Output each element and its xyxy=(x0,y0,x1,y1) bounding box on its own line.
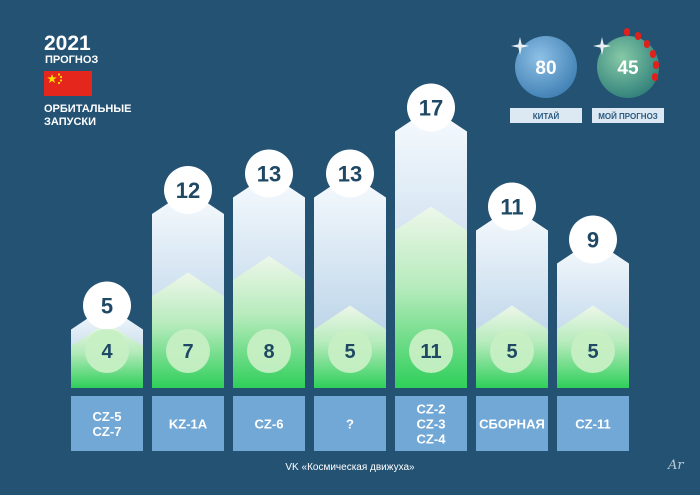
total-value-label: 11 xyxy=(500,195,523,220)
category-box xyxy=(557,396,629,451)
total-value-badge xyxy=(407,83,455,132)
category-label: ? xyxy=(346,417,354,432)
total-value-label: 5 xyxy=(101,294,113,319)
bar-group: 12 7 KZ-1A xyxy=(152,166,224,451)
bar-group: 9 5 CZ-11 xyxy=(557,215,629,451)
bar-group: 17 11 CZ-2CZ-3CZ-4 xyxy=(395,83,467,451)
forecast-value-badge xyxy=(247,329,291,373)
summary-label: МОЙ ПРОГНОЗ xyxy=(598,112,658,121)
total-value-label: 13 xyxy=(257,162,281,187)
summary-item: 80 КИТАЙ xyxy=(510,36,582,123)
total-value-label: 9 xyxy=(587,228,599,253)
forecast-value-label: 5 xyxy=(587,341,598,363)
total-value-badge xyxy=(245,149,293,198)
forecast-value-badge xyxy=(85,329,129,373)
total-value-label: 12 xyxy=(176,178,200,203)
bar-group: 13 8 CZ-6 xyxy=(233,149,305,451)
summary-item: 45 МОЙ ПРОГНОЗ xyxy=(592,36,664,123)
category-label: CZ-2 xyxy=(417,402,446,417)
category-label: СБОРНАЯ xyxy=(479,417,545,432)
forecast-value-label: 7 xyxy=(182,341,193,363)
sparkle-icon xyxy=(593,37,611,55)
total-value-badge xyxy=(83,281,131,330)
bar-group: 13 5? xyxy=(314,149,386,451)
red-dot xyxy=(653,61,659,69)
total-value-label: 17 xyxy=(419,96,443,121)
forecast-value-label: 11 xyxy=(420,341,441,363)
summary-label: КИТАЙ xyxy=(533,112,560,121)
chart-subtitle: ОРБИТАЛЬНЫЕ ЗАПУСКИ xyxy=(44,103,154,129)
total-value-badge xyxy=(326,149,374,198)
red-dots-icon xyxy=(624,28,659,81)
subtitle-line-1: ОРБИТАЛЬНЫЕ xyxy=(44,103,132,115)
category-box xyxy=(233,396,305,451)
forecast-value-badge xyxy=(328,329,372,373)
bar-group: 11 5 СБОРНАЯ xyxy=(476,182,548,451)
category-box xyxy=(71,396,143,451)
bar-group: 5 4 CZ-5CZ-7 xyxy=(71,281,143,451)
forecast-value-badge xyxy=(166,329,210,373)
total-value-label: 13 xyxy=(338,162,362,187)
forecast-value-badge xyxy=(571,329,615,373)
red-dot xyxy=(635,32,641,40)
sparkle-icon xyxy=(511,37,529,55)
forecast-value-label: 5 xyxy=(344,341,355,363)
forecast-value-label: 5 xyxy=(506,341,517,363)
forecast-value-label: 4 xyxy=(101,341,113,363)
summary-ball xyxy=(515,36,577,98)
category-label: CZ-11 xyxy=(575,417,610,432)
china-flag-icon xyxy=(44,71,92,96)
category-label: CZ-5 xyxy=(93,409,122,424)
credit-line: VK «Космическая движуха» xyxy=(285,462,415,473)
category-label: CZ-6 xyxy=(255,417,284,432)
summary-label-box xyxy=(510,108,582,123)
summary-label-box xyxy=(592,108,664,123)
summary-value: 45 xyxy=(617,58,639,79)
total-value-badge xyxy=(569,215,617,264)
red-dot xyxy=(644,40,650,48)
red-dot xyxy=(652,73,658,81)
forecast-value-badge xyxy=(490,329,534,373)
category-box xyxy=(152,396,224,451)
red-dot xyxy=(624,28,630,36)
category-box xyxy=(395,396,467,451)
forecast-value-label: 8 xyxy=(263,341,274,363)
category-box xyxy=(476,396,548,451)
total-value-badge xyxy=(164,166,212,214)
red-dot xyxy=(650,50,656,58)
category-label: CZ-4 xyxy=(417,432,447,447)
summary-ball xyxy=(597,36,659,98)
year-title: 2021 xyxy=(44,32,91,55)
category-label: KZ-1A xyxy=(169,417,208,432)
category-label: CZ-7 xyxy=(93,424,122,439)
forecast-label: ПРОГНОЗ xyxy=(45,54,99,66)
total-value-badge xyxy=(488,182,536,231)
category-box xyxy=(314,396,386,451)
forecast-value-badge xyxy=(409,329,453,373)
signature: Ar xyxy=(668,458,684,473)
subtitle-line-2: ЗАПУСКИ xyxy=(44,116,97,128)
category-label: CZ-3 xyxy=(417,417,446,432)
summary-value: 80 xyxy=(535,58,556,79)
